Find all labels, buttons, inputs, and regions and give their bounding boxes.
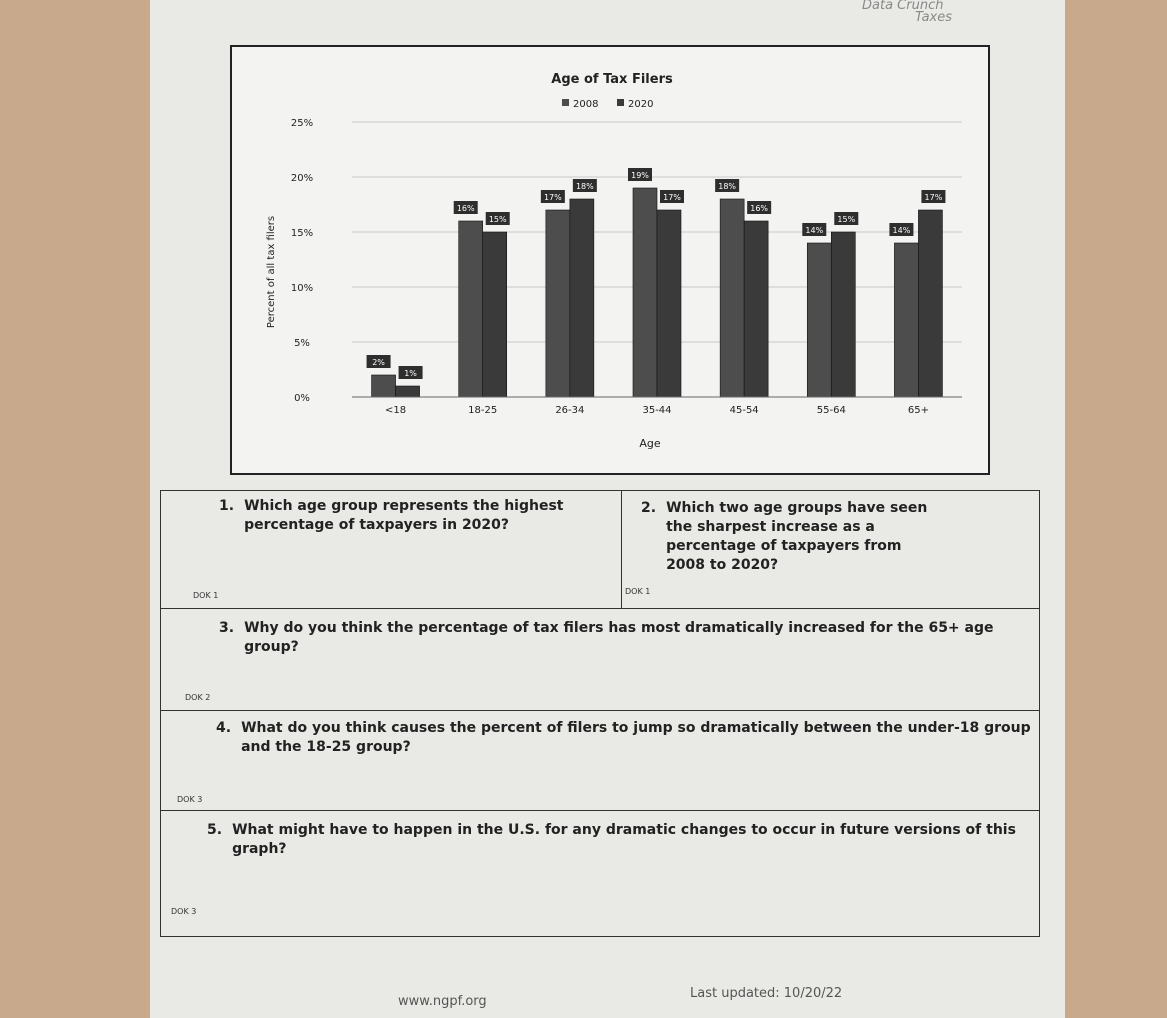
value-label: 17% bbox=[925, 193, 943, 202]
legend-swatch bbox=[562, 99, 569, 106]
question-text: What might have to happen in the U.S. fo… bbox=[232, 822, 1016, 857]
dok-label: DOK 3 bbox=[171, 907, 197, 916]
legend-swatch bbox=[617, 99, 624, 106]
value-label: 14% bbox=[893, 226, 911, 235]
question-text: Which age group represents the highest p… bbox=[244, 498, 564, 533]
value-label-box bbox=[398, 366, 423, 379]
bar bbox=[395, 385, 420, 398]
value-label-box bbox=[921, 190, 946, 203]
x-tick-label: 45-54 bbox=[730, 405, 759, 416]
value-label-box bbox=[628, 168, 652, 181]
value-label-box bbox=[540, 190, 565, 203]
value-label: 15% bbox=[837, 215, 855, 224]
dok-label: DOK 2 bbox=[185, 693, 211, 702]
bar bbox=[545, 209, 571, 398]
footer-updated: Last updated: 10/20/22 bbox=[690, 986, 843, 1001]
value-label: 16% bbox=[457, 204, 475, 213]
value-label: 18% bbox=[718, 182, 736, 191]
question-number: 1. bbox=[219, 498, 235, 514]
question: 1. Which age group represents the highes… bbox=[219, 497, 614, 535]
bar bbox=[482, 231, 508, 398]
value-label-box bbox=[802, 223, 827, 236]
question-row: 3. Why do you think the percentage of ta… bbox=[160, 609, 1040, 711]
value-label: 19% bbox=[631, 171, 649, 180]
bar bbox=[569, 198, 595, 398]
legend-label: 2020 bbox=[628, 99, 653, 110]
x-tick-label: <18 bbox=[385, 405, 406, 416]
question-row: 5. What might have to happen in the U.S.… bbox=[160, 811, 1040, 937]
bar bbox=[371, 374, 396, 398]
section-label: Data Crunch bbox=[862, 0, 944, 13]
bar bbox=[719, 198, 745, 398]
bar bbox=[656, 209, 682, 398]
question: 5. What might have to happen in the U.S.… bbox=[207, 821, 1027, 859]
x-tick-label: 55-64 bbox=[817, 405, 846, 416]
x-tick-label: 26-34 bbox=[555, 405, 584, 416]
chart: Age of Tax Filers Age Percent of all tax… bbox=[266, 72, 962, 450]
y-tick-label: 10% bbox=[291, 283, 313, 294]
question-text: Which two age groups have seen the sharp… bbox=[666, 500, 928, 573]
value-label-box bbox=[453, 201, 478, 214]
x-axis-title: Age bbox=[639, 437, 661, 450]
y-tick-label: 0% bbox=[294, 393, 310, 404]
bar bbox=[632, 187, 658, 398]
value-label: 14% bbox=[805, 226, 823, 235]
x-tick-label: 18-25 bbox=[468, 405, 497, 416]
footer-url: www.ngpf.org bbox=[398, 994, 487, 1009]
dok-label: DOK 3 bbox=[177, 795, 203, 804]
y-tick-label: 5% bbox=[294, 338, 310, 349]
question-cell: 1. Which age group represents the highes… bbox=[161, 491, 622, 609]
question: 4. What do you think causes the percent … bbox=[216, 719, 1036, 757]
value-label: 1% bbox=[404, 369, 417, 378]
value-label-box bbox=[889, 223, 914, 236]
value-label-box bbox=[834, 212, 859, 225]
y-tick-label: 20% bbox=[291, 173, 313, 184]
value-label: 2% bbox=[372, 358, 385, 367]
value-label-box bbox=[485, 212, 510, 225]
topic-label: Taxes bbox=[915, 10, 953, 25]
value-label: 15% bbox=[489, 215, 507, 224]
y-tick-label: 15% bbox=[291, 228, 313, 239]
y-tick-label: 25% bbox=[291, 118, 313, 129]
x-tick-label: 65+ bbox=[908, 405, 929, 416]
chart-title: Age of Tax Filers bbox=[551, 72, 673, 87]
bar bbox=[894, 242, 919, 398]
bar bbox=[806, 242, 832, 398]
y-axis-title: Percent of all tax filers bbox=[266, 216, 277, 328]
question-number: 3. bbox=[219, 620, 235, 636]
bar bbox=[830, 231, 856, 398]
dok-label: DOK 1 bbox=[193, 591, 219, 600]
value-label-box bbox=[572, 179, 597, 192]
question-table: 1. Which age group represents the highes… bbox=[160, 490, 1040, 937]
value-label: 17% bbox=[544, 193, 562, 202]
question-text: What do you think causes the percent of … bbox=[241, 720, 1031, 755]
question-row: 1. Which age group represents the highes… bbox=[160, 491, 1040, 609]
dok-label: DOK 1 bbox=[625, 587, 651, 596]
question-text: Why do you think the percentage of tax f… bbox=[244, 620, 994, 655]
chart-frame: Age of Tax Filers Age Percent of all tax… bbox=[230, 45, 990, 475]
value-label: 17% bbox=[663, 193, 681, 202]
value-label-box bbox=[660, 190, 684, 203]
value-label-box bbox=[366, 355, 391, 368]
question-row: 4. What do you think causes the percent … bbox=[160, 711, 1040, 811]
question: 2. Which two age groups have seen the sh… bbox=[641, 499, 941, 575]
value-label: 16% bbox=[750, 204, 768, 213]
bar bbox=[918, 209, 943, 398]
question-number: 4. bbox=[216, 720, 232, 736]
legend-label: 2008 bbox=[573, 99, 598, 110]
value-label-box bbox=[747, 201, 772, 214]
value-label-box bbox=[715, 179, 740, 192]
question: 3. Why do you think the percentage of ta… bbox=[219, 619, 999, 657]
bar bbox=[743, 220, 769, 398]
question-number: 2. bbox=[641, 500, 657, 516]
bar bbox=[458, 220, 484, 398]
x-tick-label: 35-44 bbox=[642, 405, 671, 416]
question-number: 5. bbox=[207, 822, 223, 838]
value-label: 18% bbox=[576, 182, 594, 191]
question-cell: 2. Which two age groups have seen the sh… bbox=[623, 491, 1033, 609]
